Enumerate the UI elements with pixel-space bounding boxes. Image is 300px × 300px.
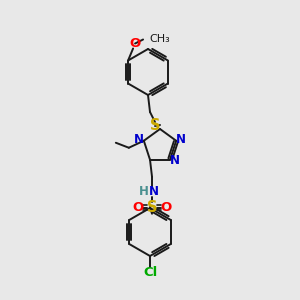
Text: O: O <box>132 201 144 214</box>
Text: N: N <box>134 133 144 146</box>
Text: S: S <box>150 118 160 134</box>
Text: Cl: Cl <box>143 266 157 278</box>
Text: O: O <box>130 37 141 50</box>
Text: S: S <box>147 200 157 215</box>
Text: O: O <box>160 201 172 214</box>
Text: N: N <box>149 185 159 198</box>
Text: N: N <box>170 154 180 167</box>
Text: H: H <box>139 185 149 198</box>
Text: N: N <box>176 133 186 146</box>
Text: CH₃: CH₃ <box>149 34 170 44</box>
